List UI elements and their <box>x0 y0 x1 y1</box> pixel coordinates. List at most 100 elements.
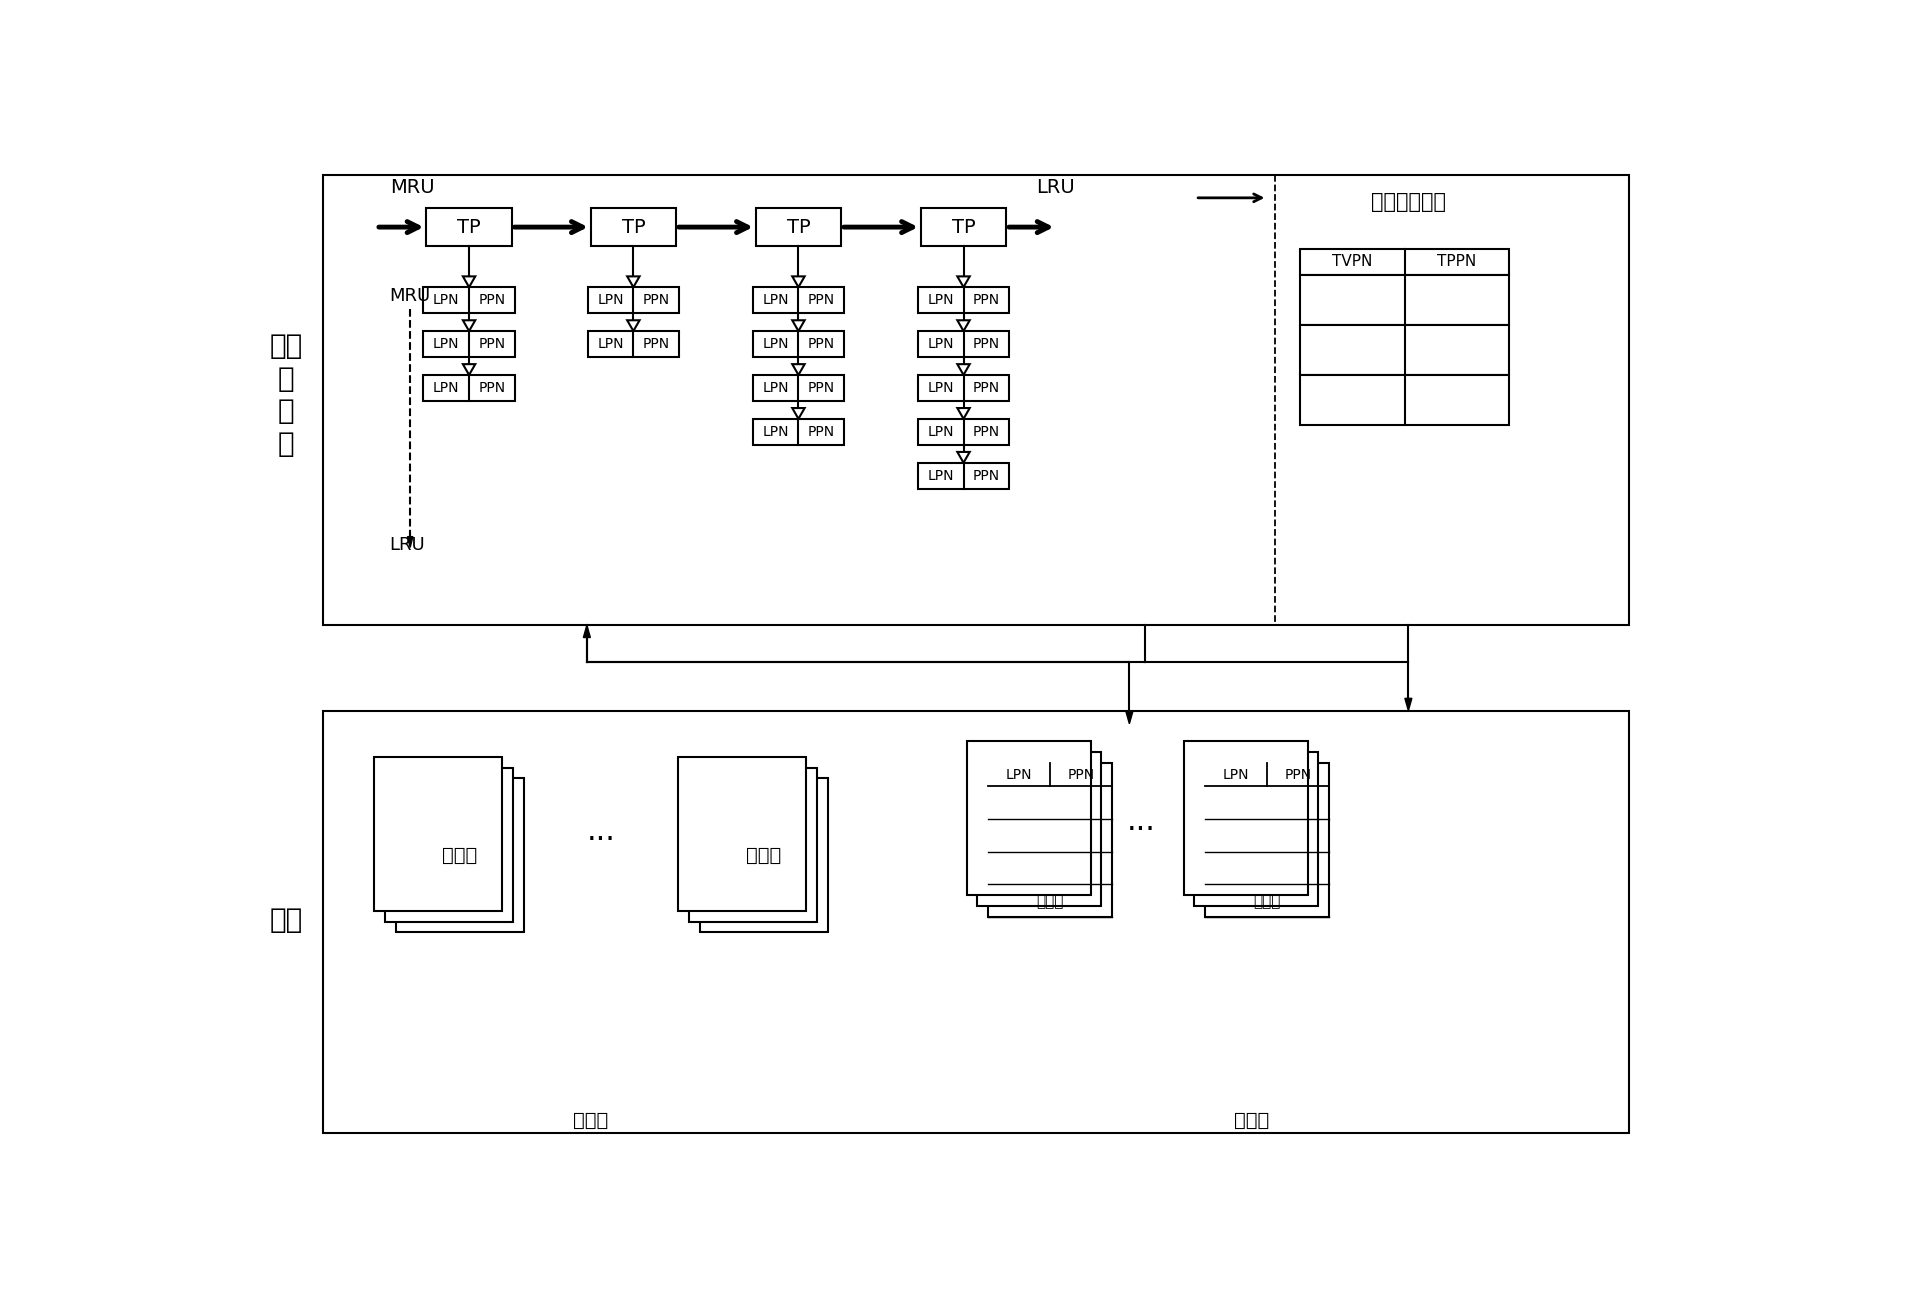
Bar <box>918 331 1010 358</box>
Text: PPN: PPN <box>642 293 671 308</box>
Polygon shape <box>958 321 970 331</box>
Polygon shape <box>583 625 591 638</box>
Bar <box>752 331 844 358</box>
Bar <box>324 175 1629 625</box>
Text: PPN: PPN <box>642 337 671 351</box>
Bar <box>690 768 817 922</box>
Bar <box>373 757 503 911</box>
Bar <box>1299 275 1509 325</box>
Text: 数据页: 数据页 <box>442 846 478 865</box>
Text: 数据块: 数据块 <box>573 1111 608 1130</box>
Text: LPN: LPN <box>762 293 789 308</box>
Text: PPN: PPN <box>808 425 834 439</box>
Bar <box>324 710 1629 1132</box>
Text: LPN: LPN <box>928 469 954 483</box>
Bar <box>678 757 806 911</box>
Text: PPN: PPN <box>973 381 1000 394</box>
Bar <box>918 375 1010 401</box>
Bar <box>1206 763 1330 917</box>
Text: PPN: PPN <box>478 337 505 351</box>
Bar <box>989 763 1113 917</box>
Bar <box>591 208 676 246</box>
Bar <box>1299 325 1509 375</box>
Polygon shape <box>627 276 640 287</box>
Polygon shape <box>1126 711 1133 723</box>
Bar <box>756 208 842 246</box>
Bar <box>423 375 514 401</box>
Text: LPN: LPN <box>1223 768 1250 781</box>
Bar <box>1194 752 1318 906</box>
Text: PPN: PPN <box>808 337 834 351</box>
Text: 映射页: 映射页 <box>1036 894 1065 909</box>
Text: LPN: LPN <box>928 337 954 351</box>
Text: PPN: PPN <box>973 425 1000 439</box>
Text: PPN: PPN <box>973 337 1000 351</box>
Text: LRU: LRU <box>389 537 425 554</box>
Text: ...: ... <box>1126 807 1156 836</box>
Bar <box>423 287 514 313</box>
Polygon shape <box>463 276 474 287</box>
Bar <box>385 768 512 922</box>
Bar <box>905 723 1594 1078</box>
Text: LPN: LPN <box>762 425 789 439</box>
Bar <box>752 375 844 401</box>
Polygon shape <box>958 452 970 463</box>
Polygon shape <box>958 276 970 287</box>
Text: ...: ... <box>587 817 615 846</box>
Text: 闪存: 闪存 <box>269 906 303 934</box>
Text: PPN: PPN <box>478 381 505 394</box>
Text: PPN: PPN <box>973 469 1000 483</box>
Text: 映射页: 映射页 <box>1253 894 1280 909</box>
Bar <box>966 742 1092 896</box>
Text: 映射块: 映射块 <box>1234 1111 1269 1130</box>
Polygon shape <box>792 364 804 375</box>
Bar <box>752 287 844 313</box>
Text: TP: TP <box>457 217 480 237</box>
Text: TVPN: TVPN <box>1332 254 1372 270</box>
Text: TPPN: TPPN <box>1436 254 1476 270</box>
Bar <box>1183 742 1307 896</box>
Bar <box>920 208 1006 246</box>
Polygon shape <box>792 321 804 331</box>
Text: PPN: PPN <box>808 293 834 308</box>
Bar <box>587 287 678 313</box>
Text: LPN: LPN <box>432 381 459 394</box>
Text: PPN: PPN <box>973 293 1000 308</box>
Polygon shape <box>1404 698 1412 710</box>
Bar <box>1299 249 1509 275</box>
Bar <box>587 331 678 358</box>
Text: TP: TP <box>952 217 975 237</box>
Bar <box>918 419 1010 444</box>
Text: LPN: LPN <box>432 337 459 351</box>
Text: LPN: LPN <box>432 293 459 308</box>
Text: LPN: LPN <box>598 293 623 308</box>
Text: LPN: LPN <box>928 293 954 308</box>
Text: TP: TP <box>787 217 810 237</box>
Text: MRU: MRU <box>389 288 431 305</box>
Polygon shape <box>958 364 970 375</box>
Text: TP: TP <box>621 217 646 237</box>
Text: LPN: LPN <box>928 381 954 394</box>
Text: LPN: LPN <box>762 337 789 351</box>
Bar <box>423 331 514 358</box>
Text: PPN: PPN <box>478 293 505 308</box>
Polygon shape <box>463 364 474 375</box>
Polygon shape <box>958 408 970 419</box>
Polygon shape <box>792 276 804 287</box>
Text: LRU: LRU <box>1036 178 1074 196</box>
Text: LPN: LPN <box>1006 768 1033 781</box>
Bar <box>427 208 512 246</box>
Bar <box>752 419 844 444</box>
Bar <box>396 778 524 932</box>
Bar <box>977 752 1101 906</box>
Text: 数据页: 数据页 <box>747 846 781 865</box>
Text: LPN: LPN <box>762 381 789 394</box>
Polygon shape <box>463 321 474 331</box>
Text: MRU: MRU <box>391 178 434 196</box>
Text: LPN: LPN <box>598 337 623 351</box>
Text: 全局转换目录: 全局转换目录 <box>1372 192 1446 213</box>
Bar <box>1299 375 1509 425</box>
Text: PPN: PPN <box>808 381 834 394</box>
Text: PPN: PPN <box>1284 768 1313 781</box>
Polygon shape <box>792 408 804 419</box>
